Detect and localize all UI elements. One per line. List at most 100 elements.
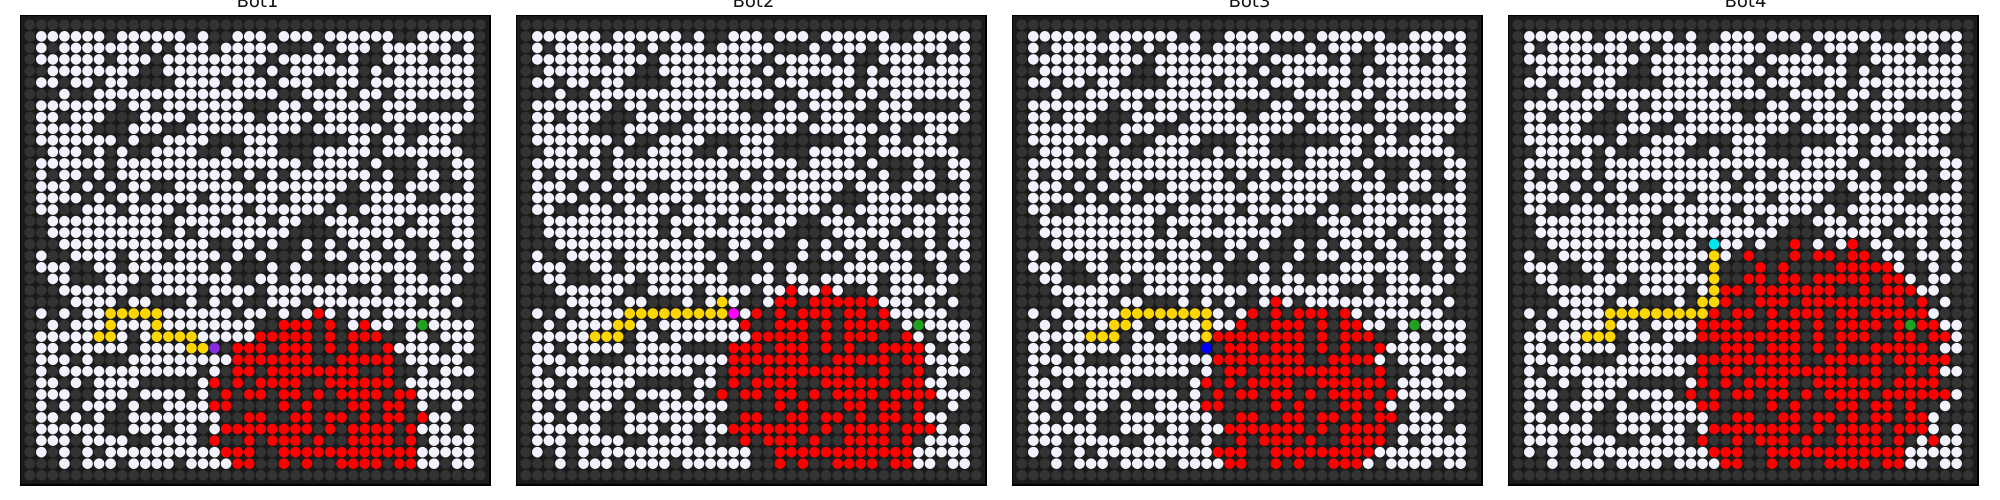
open-cell xyxy=(693,354,705,366)
blocked-cell xyxy=(647,100,659,111)
open-cell xyxy=(1455,331,1466,342)
blocked-cell xyxy=(635,134,647,146)
open-cell xyxy=(797,88,809,100)
open-cell xyxy=(1362,227,1374,238)
open-cell xyxy=(1397,77,1409,88)
blocked-cell xyxy=(1212,31,1224,42)
blocked-cell xyxy=(324,400,336,412)
open-cell xyxy=(913,204,924,215)
blocked-cell xyxy=(1039,296,1051,308)
fire-cell xyxy=(1235,342,1247,354)
path-cell xyxy=(105,319,116,331)
open-cell xyxy=(1432,412,1443,423)
open-cell xyxy=(1062,65,1074,77)
open-cell xyxy=(382,192,394,204)
blocked-cell xyxy=(1155,377,1166,389)
blocked-cell xyxy=(382,88,394,100)
blocked-cell xyxy=(1259,412,1270,423)
open-cell xyxy=(197,134,209,146)
open-cell xyxy=(647,146,659,158)
open-cell xyxy=(728,111,739,123)
open-cell xyxy=(1328,158,1339,169)
open-cell xyxy=(1085,158,1097,169)
blocked-cell xyxy=(301,100,313,111)
open-cell xyxy=(1074,296,1085,308)
open-cell xyxy=(267,65,278,77)
open-cell xyxy=(578,285,589,296)
blocked-cell xyxy=(174,377,186,389)
blocked-cell xyxy=(936,181,947,192)
path-cell xyxy=(93,331,105,342)
blocked-cell xyxy=(474,227,486,238)
open-cell xyxy=(1131,204,1143,215)
open-cell xyxy=(1674,42,1685,54)
blocked-cell xyxy=(1212,377,1224,389)
blocked-cell xyxy=(913,238,924,250)
open-cell xyxy=(128,100,140,111)
blocked-cell xyxy=(1835,19,1847,31)
blocked-cell xyxy=(474,308,486,319)
blocked-cell xyxy=(36,146,47,158)
open-cell xyxy=(232,100,243,111)
open-cell xyxy=(763,42,774,54)
blocked-cell xyxy=(1189,435,1201,446)
fire-cell xyxy=(855,458,867,469)
blocked-cell xyxy=(1386,365,1397,377)
open-cell xyxy=(670,158,682,169)
blocked-cell xyxy=(1212,19,1224,31)
blocked-cell xyxy=(474,331,486,342)
open-cell xyxy=(855,250,867,262)
open-cell xyxy=(1085,262,1097,273)
blocked-cell xyxy=(1351,469,1363,481)
blocked-cell xyxy=(93,469,105,481)
blocked-cell xyxy=(890,319,901,331)
blocked-cell xyxy=(1270,412,1282,423)
open-cell xyxy=(543,262,555,273)
blocked-cell xyxy=(947,181,959,192)
blocked-cell xyxy=(670,204,682,215)
open-cell xyxy=(1051,308,1062,319)
blocked-cell xyxy=(1016,238,1028,250)
open-cell xyxy=(809,285,820,296)
open-cell xyxy=(1166,134,1178,146)
blocked-cell xyxy=(59,250,70,262)
open-cell xyxy=(878,227,890,238)
blocked-cell xyxy=(555,19,566,31)
open-cell xyxy=(566,423,578,435)
open-cell xyxy=(36,54,47,65)
blocked-cell xyxy=(1282,250,1293,262)
open-cell xyxy=(93,296,105,308)
blocked-cell xyxy=(1120,146,1132,158)
open-cell xyxy=(220,319,232,331)
blocked-cell xyxy=(24,100,36,111)
fire-cell xyxy=(728,342,739,354)
blocked-cell xyxy=(451,262,463,273)
fire-cell xyxy=(1270,365,1282,377)
fire-cell xyxy=(763,331,774,342)
blocked-cell xyxy=(451,423,463,435)
fire-cell xyxy=(1316,365,1328,377)
blocked-cell xyxy=(878,469,890,481)
blocked-cell xyxy=(970,169,982,181)
open-cell xyxy=(693,400,705,412)
fire-cell xyxy=(728,423,739,435)
blocked-cell xyxy=(232,262,243,273)
blocked-cell xyxy=(913,19,924,31)
open-cell xyxy=(797,65,809,77)
blocked-cell xyxy=(1016,435,1028,446)
open-cell xyxy=(809,100,820,111)
open-cell xyxy=(1362,181,1374,192)
open-cell xyxy=(163,238,174,250)
open-cell xyxy=(428,238,440,250)
blocked-cell xyxy=(1443,285,1455,296)
blocked-cell xyxy=(1443,423,1455,435)
open-cell xyxy=(255,192,267,204)
blocked-cell xyxy=(1374,469,1386,481)
blocked-cell xyxy=(59,77,70,88)
fire-cell xyxy=(878,354,890,366)
blocked-cell xyxy=(970,227,982,238)
open-cell xyxy=(93,389,105,400)
open-cell xyxy=(209,65,220,77)
fire-cell xyxy=(890,400,901,412)
blocked-cell xyxy=(1016,204,1028,215)
